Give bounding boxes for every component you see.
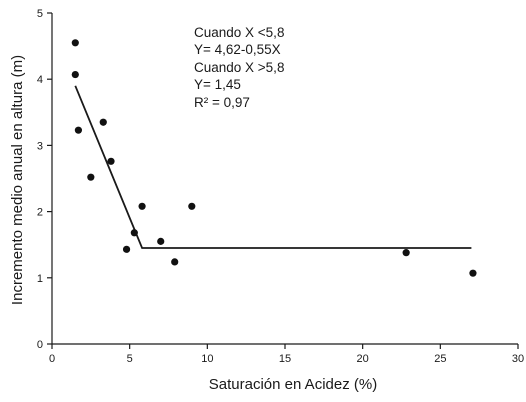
y-tick-label: 3 [37,140,43,152]
y-tick-label: 2 [37,207,43,219]
data-point [130,229,138,237]
x-tick-label: 30 [512,353,524,365]
x-axis-label: Saturación en Acidez (%) [209,376,377,393]
y-tick-label: 0 [37,339,43,351]
x-tick-label: 15 [279,353,291,365]
y-tick-label: 4 [37,74,43,86]
data-point [107,157,115,165]
x-tick-label: 10 [201,353,213,365]
x-tick-label: 0 [49,353,55,365]
fit-line-group [74,85,472,249]
axes [51,13,518,345]
x-tick-label: 5 [127,353,133,365]
data-point [71,39,79,47]
data-point [138,202,146,210]
data-point [157,237,165,245]
data-point [171,258,179,266]
data-point [74,126,83,134]
annotation-line-3: Cuando X >5,8 [194,60,284,75]
annotation-line-1: Cuando X <5,8 [194,25,284,40]
data-point [99,118,107,126]
annotation-line-4: Y= 1,45 [194,77,241,92]
data-point [188,202,196,210]
data-point [402,249,410,257]
data-points [71,39,477,277]
annotation-line-2: Y= 4,62-0,55X [194,42,281,57]
data-point [469,269,477,277]
data-point [122,245,131,253]
equation-annotation: Cuando X <5,8 Y= 4,62-0,55X Cuando X >5,… [194,25,284,110]
x-tick-label: 25 [434,353,446,365]
data-point [71,70,79,79]
fit-line [74,85,472,249]
x-ticks: 0 5 10 15 20 25 30 [49,344,524,365]
y-axis-label: Incremento medio anual en altura (m) [9,55,26,305]
y-tick-label: 5 [37,8,43,20]
data-point [87,173,95,181]
y-tick-label: 1 [37,273,43,285]
y-ticks: 0 1 2 3 4 5 [37,8,52,351]
x-tick-label: 20 [357,353,369,365]
annotation-line-5: R² = 0,97 [194,95,250,110]
